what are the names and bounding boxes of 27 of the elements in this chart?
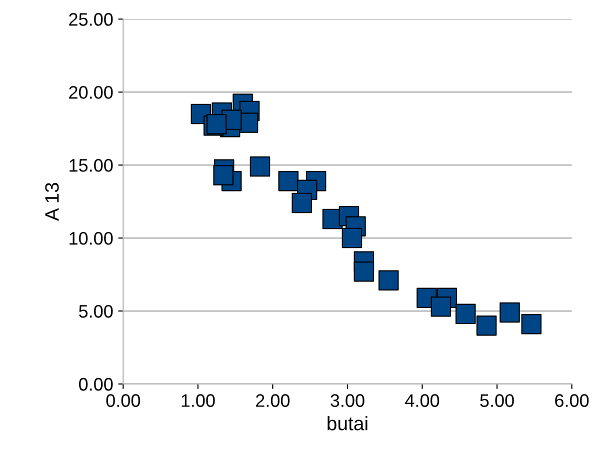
x-tick-label: 0.00 bbox=[106, 394, 140, 407]
point bbox=[455, 304, 476, 324]
x-tick-label: 2.00 bbox=[256, 394, 290, 407]
y-tick-label: 15.00 bbox=[70, 158, 113, 172]
point bbox=[250, 156, 270, 177]
x-axis-title: butai bbox=[328, 416, 368, 430]
point bbox=[354, 261, 374, 282]
point bbox=[521, 314, 542, 334]
x-tick-label: 6.00 bbox=[555, 394, 589, 407]
point bbox=[342, 228, 362, 248]
point bbox=[500, 302, 520, 323]
x-tick-label: 3.00 bbox=[330, 394, 364, 407]
point bbox=[378, 270, 399, 290]
point bbox=[476, 315, 497, 336]
y-tick-label: 25.00 bbox=[69, 13, 113, 26]
x-tick-label: 4.00 bbox=[405, 394, 440, 407]
y-tick-label: 0.00 bbox=[79, 378, 113, 391]
y-tick-label: 5.00 bbox=[79, 304, 113, 318]
point bbox=[213, 165, 234, 186]
y-tick-label: 10.00 bbox=[70, 232, 113, 245]
x-tick-label: 5.00 bbox=[480, 394, 514, 407]
y-tick-label: 20.00 bbox=[69, 86, 113, 99]
point bbox=[278, 170, 299, 192]
x-tick-label: 1.00 bbox=[182, 394, 215, 407]
y-axis-title: A 13 bbox=[45, 182, 59, 221]
point bbox=[430, 296, 452, 317]
point bbox=[292, 192, 312, 214]
